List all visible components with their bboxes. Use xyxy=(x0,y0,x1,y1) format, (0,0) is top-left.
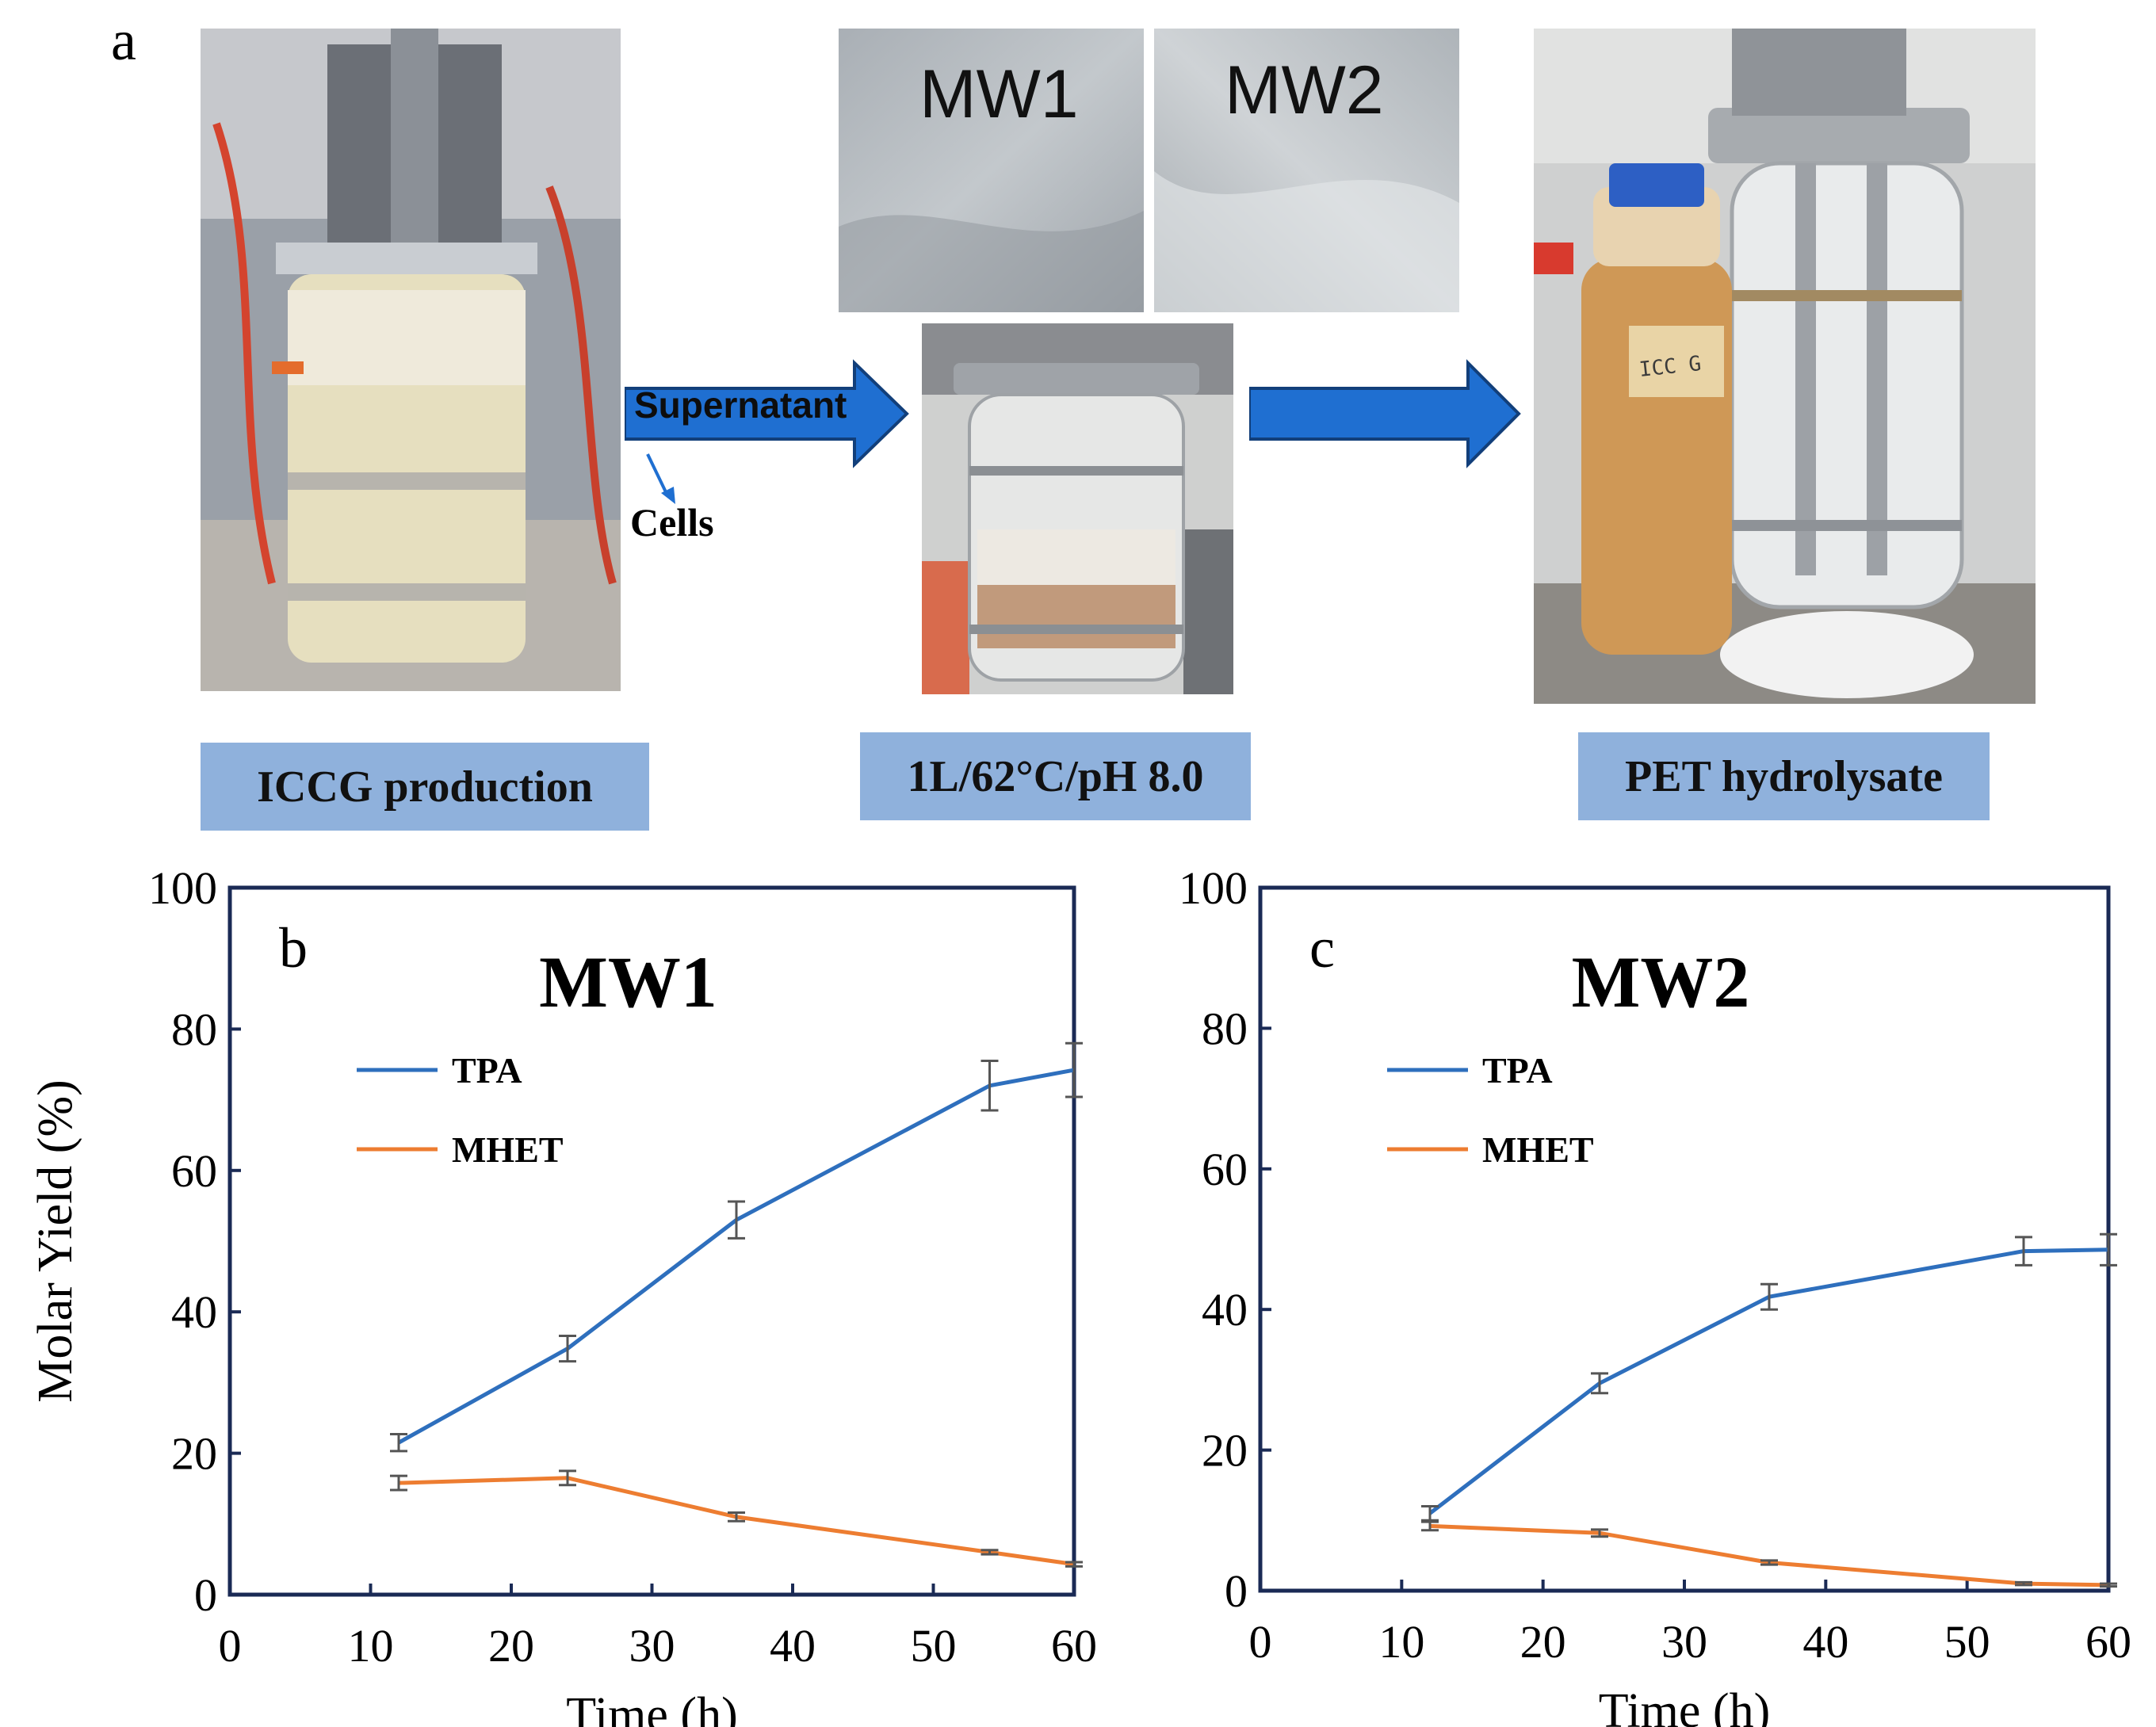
error-bar-tpa xyxy=(2100,1232,2117,1267)
caption-reaction-conditions: 1L/62°C/pH 8.0 xyxy=(860,732,1251,820)
x-tick-label: 10 xyxy=(348,1620,394,1672)
error-bar-tpa xyxy=(1591,1372,1608,1395)
y-tick-label: 20 xyxy=(1202,1425,1248,1477)
panel-letter: b xyxy=(279,916,308,980)
x-tick-label: 30 xyxy=(629,1620,675,1672)
error-bar-tpa xyxy=(2015,1236,2032,1267)
bioreactor-photo xyxy=(201,29,621,691)
error-bar-mhet xyxy=(981,1549,999,1556)
mw2-material-photo xyxy=(1154,29,1459,312)
error-bar-mhet xyxy=(1591,1528,1608,1538)
y-tick-label: 40 xyxy=(1202,1284,1248,1335)
y-tick-label: 0 xyxy=(1225,1565,1248,1617)
supernatant-arrow xyxy=(625,359,909,468)
x-tick-label: 40 xyxy=(1802,1616,1848,1668)
supernatant-label: Supernatant xyxy=(634,384,847,426)
error-bar-mhet xyxy=(390,1474,407,1492)
caption-iccg-production: ICCG production xyxy=(201,743,649,831)
chart-title: MW2 xyxy=(1572,942,1750,1022)
x-tick-label: 60 xyxy=(1051,1620,1097,1672)
chart-panel-b: 0 20 40 60 80 100 0 10 20 30 40 50 60 Time (h) Molar Y… xyxy=(29,862,1097,1727)
panel-letter: c xyxy=(1309,916,1335,980)
error-bar-mhet xyxy=(728,1511,745,1523)
x-axis-label: Time (h) xyxy=(1599,1684,1770,1727)
mw1-material-photo xyxy=(839,29,1144,312)
chart-title: MW1 xyxy=(539,942,717,1022)
x-tick-label: 60 xyxy=(2085,1616,2131,1668)
legend-label-tpa: TPA xyxy=(452,1050,522,1091)
y-tick-label: 80 xyxy=(1202,1003,1248,1054)
y-tick-label: 80 xyxy=(171,1003,217,1055)
legend-label-mhet: MHET xyxy=(1482,1129,1594,1170)
error-bar-tpa xyxy=(1421,1505,1439,1522)
y-tick-label: 60 xyxy=(1202,1144,1248,1195)
x-tick-label: 30 xyxy=(1661,1616,1707,1668)
y-tick-label: 20 xyxy=(171,1428,217,1480)
error-bar-tpa xyxy=(1065,1041,1083,1098)
x-tick-label: 40 xyxy=(770,1620,816,1672)
process-arrow xyxy=(1249,359,1521,468)
legend-label-tpa: TPA xyxy=(1482,1050,1553,1091)
x-tick-label: 50 xyxy=(1944,1616,1990,1668)
x-tick-label: 20 xyxy=(1520,1616,1566,1668)
error-bar-mhet xyxy=(2100,1582,2117,1588)
x-tick-label: 0 xyxy=(1249,1616,1272,1668)
panel-letter-a: a xyxy=(111,9,136,72)
y-tick-label: 60 xyxy=(171,1145,217,1197)
cells-label: Cells xyxy=(630,500,714,544)
series-line-mhet xyxy=(1429,1523,2109,1588)
mw2-label: MW2 xyxy=(1225,52,1384,128)
y-tick-label: 0 xyxy=(194,1569,217,1621)
error-bar-mhet xyxy=(2015,1580,2032,1587)
y-tick-label: 100 xyxy=(148,862,217,914)
y-axis-label: Molar Yield (%) xyxy=(29,1079,82,1402)
x-axis-label: Time (h) xyxy=(566,1688,737,1727)
x-tick-label: 10 xyxy=(1378,1616,1424,1668)
y-tick-label: 100 xyxy=(1179,862,1248,914)
small-reactor-photo xyxy=(922,323,1233,694)
caption-pet-hydrolysate: PET hydrolysate xyxy=(1578,732,1990,820)
x-tick-label: 20 xyxy=(488,1620,534,1672)
series-line-tpa xyxy=(397,1068,1075,1445)
cells-arrow xyxy=(646,453,675,504)
error-bar-tpa xyxy=(728,1200,745,1240)
error-bar-tpa xyxy=(559,1335,576,1363)
mw1-label: MW1 xyxy=(919,56,1079,132)
chart-panel-c: 0 20 40 60 80 100 0 10 20 30 40 50 60 Time (h) c MW2 TPA… xyxy=(1179,862,2131,1727)
error-bar-mhet xyxy=(1421,1520,1439,1532)
error-bar-mhet xyxy=(1760,1559,1778,1566)
error-bar-mhet xyxy=(1065,1561,1083,1568)
x-tick-label: 0 xyxy=(219,1620,242,1672)
error-bar-tpa xyxy=(390,1433,407,1453)
hydrolysate-photo xyxy=(1534,29,2036,704)
y-tick-label: 40 xyxy=(171,1286,217,1338)
error-bar-tpa xyxy=(1760,1282,1778,1311)
legend-label-mhet: MHET xyxy=(452,1129,564,1170)
x-tick-label: 50 xyxy=(911,1620,957,1672)
error-bar-tpa xyxy=(981,1060,999,1112)
error-bar-mhet xyxy=(559,1469,576,1487)
